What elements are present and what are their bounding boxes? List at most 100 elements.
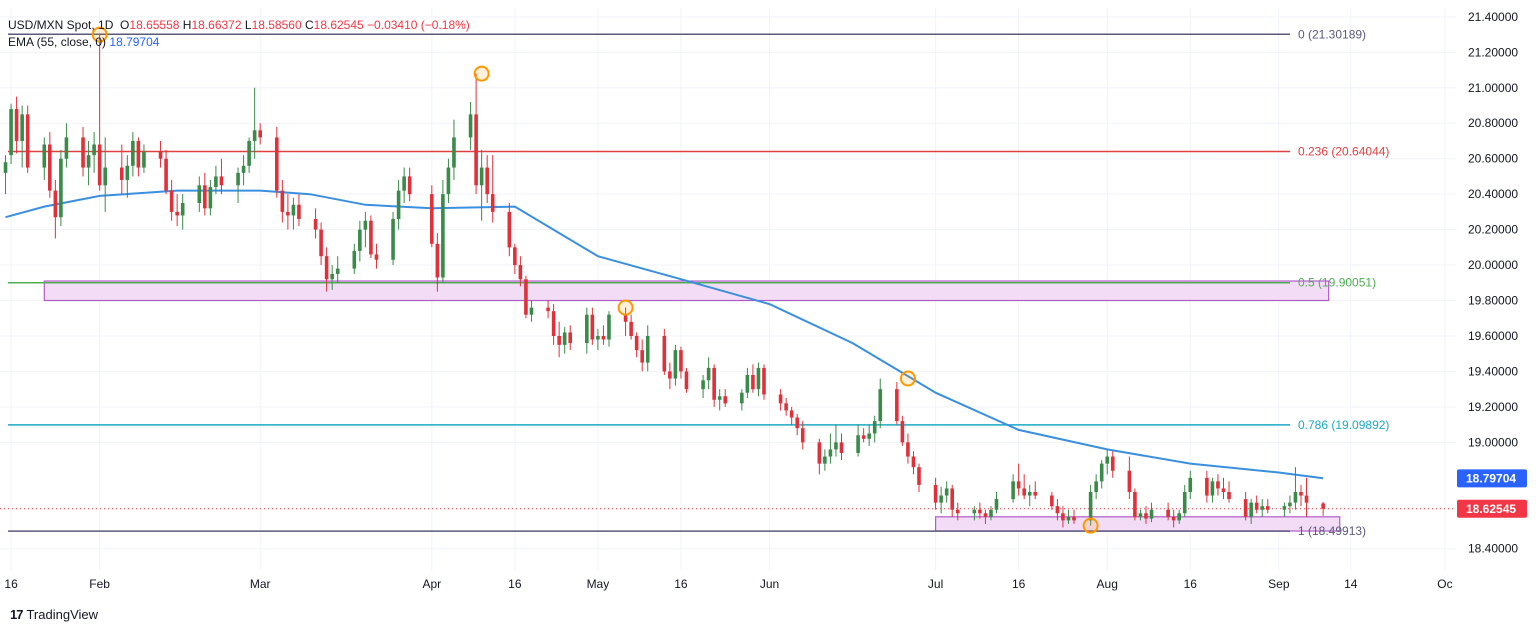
candle-down xyxy=(800,428,805,443)
x-tick-label: Jun xyxy=(760,577,779,591)
candle-up xyxy=(529,307,534,315)
candle-up xyxy=(1099,463,1104,482)
open-label: O xyxy=(120,18,130,32)
candle-down xyxy=(275,137,279,191)
y-tick-label: 21.40000 xyxy=(1468,10,1518,24)
candle-down xyxy=(490,194,495,212)
candle-down xyxy=(817,442,822,464)
tradingview-logo-icon: 17 xyxy=(10,607,24,622)
candle-up xyxy=(1293,491,1298,503)
ema-value: 18.79704 xyxy=(109,35,160,49)
candle-down xyxy=(917,467,921,485)
support-resistance-zone xyxy=(935,516,1341,532)
candle-up xyxy=(1088,491,1093,521)
fib-level-label: 0.236 (20.64044) xyxy=(1298,145,1389,159)
price-tag-label: 18.79704 xyxy=(1466,471,1516,485)
candle-up xyxy=(396,190,401,219)
close-value: 18.62545 xyxy=(313,18,364,32)
swing-marker xyxy=(473,65,490,82)
candle-up xyxy=(86,155,91,168)
candle-down xyxy=(629,321,633,336)
ema-legend[interactable]: EMA (55, close, 0) 18.79704 xyxy=(8,35,159,49)
y-tick-label: 20.20000 xyxy=(1468,223,1518,237)
low-value: 18.58560 xyxy=(251,18,302,32)
candle-up xyxy=(452,137,456,168)
candle-down xyxy=(313,218,318,230)
candle-down xyxy=(435,243,440,278)
candle-down xyxy=(668,371,672,379)
candle-down xyxy=(513,247,517,266)
candle-up xyxy=(1138,513,1143,517)
candle-up xyxy=(1288,502,1292,507)
candle-up xyxy=(1094,481,1098,492)
candle-up xyxy=(1105,456,1110,464)
candle-down xyxy=(1061,513,1065,521)
candle-down xyxy=(119,167,124,180)
candle-down xyxy=(762,367,766,395)
candle-up xyxy=(562,332,567,345)
y-tick-label: 20.60000 xyxy=(1468,152,1518,166)
candle-down xyxy=(280,190,285,212)
candle-down xyxy=(623,314,628,322)
candle-down xyxy=(789,410,794,418)
x-tick-label: Sep xyxy=(1268,577,1290,591)
x-tick-label: Mar xyxy=(250,577,271,591)
candle-down xyxy=(895,389,899,422)
candle-up xyxy=(1066,516,1071,521)
ohlc-legend: USD/MXN Spot, 1D O18.65558 H18.66372 L18… xyxy=(8,18,470,32)
candle-down xyxy=(81,137,85,168)
candle-down xyxy=(324,256,329,280)
candle-down xyxy=(1254,502,1259,510)
candle-down xyxy=(53,190,58,218)
candle-up xyxy=(872,421,877,434)
candle-down xyxy=(485,167,489,195)
price-tag-label: 18.62545 xyxy=(1466,502,1516,516)
candle-down xyxy=(839,442,844,453)
tradingview-logo[interactable]: 17 TradingView xyxy=(10,607,98,622)
candle-down xyxy=(1299,491,1303,496)
candle-up xyxy=(596,335,600,340)
candle-down xyxy=(978,509,982,514)
candle-up xyxy=(834,442,838,450)
candle-up xyxy=(291,204,296,216)
candle-up xyxy=(1177,513,1181,521)
candle-down xyxy=(319,229,323,257)
x-tick-label: 16 xyxy=(1012,577,1026,591)
candle-up xyxy=(1011,481,1015,500)
x-tick-label: Feb xyxy=(89,577,110,591)
candle-down xyxy=(662,335,667,372)
candle-up xyxy=(252,130,257,141)
candle-up xyxy=(878,389,883,422)
fib-level-label: 0.786 (19.09892) xyxy=(1298,418,1389,432)
low-label: L xyxy=(244,18,252,32)
ema-label: EMA (55, close, 0) xyxy=(8,35,107,49)
candle-down xyxy=(568,332,573,344)
candle-down xyxy=(25,114,30,168)
candle-up xyxy=(994,499,999,510)
candle-down xyxy=(1304,495,1309,503)
candle-up xyxy=(9,109,13,156)
candle-down xyxy=(1265,506,1270,510)
candle-up xyxy=(1249,502,1253,517)
symbol-label[interactable]: USD/MXN Spot, 1D xyxy=(8,18,114,32)
close-label: C xyxy=(304,18,314,32)
candle-up xyxy=(1282,506,1287,510)
swing-marker xyxy=(1082,517,1099,534)
candle-up xyxy=(92,144,96,156)
candle-down xyxy=(48,144,52,191)
candle-down xyxy=(1033,491,1038,496)
candle-down xyxy=(983,513,988,517)
candle-up xyxy=(236,172,240,186)
candle-down xyxy=(203,185,207,209)
x-tick-label: 16 xyxy=(674,577,688,591)
candle-up xyxy=(352,250,357,269)
candle-up xyxy=(441,194,445,278)
candle-down xyxy=(1243,499,1248,517)
candle-up xyxy=(1027,491,1032,496)
candle-up xyxy=(64,137,69,159)
candle-up xyxy=(745,374,750,393)
candle-up xyxy=(358,229,362,251)
candle-up xyxy=(706,367,711,381)
